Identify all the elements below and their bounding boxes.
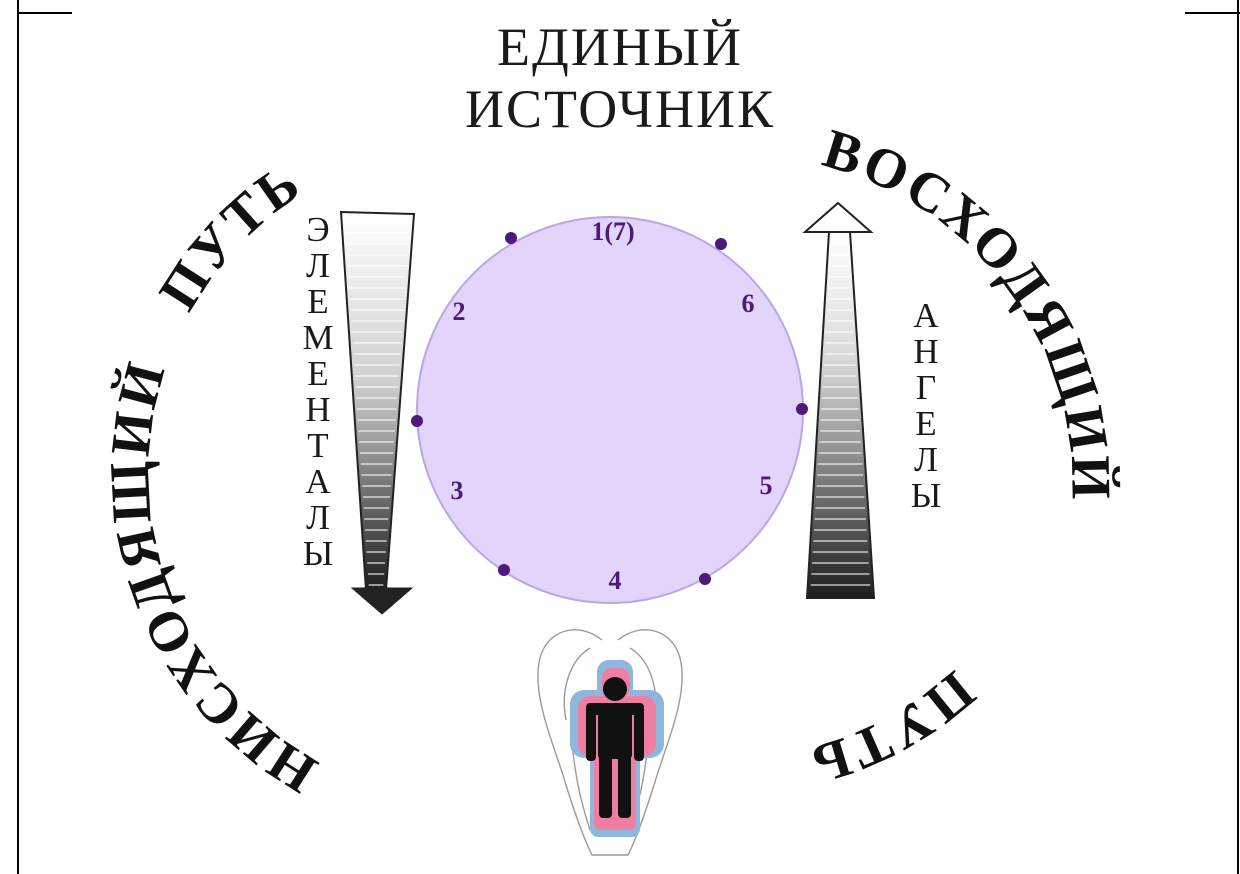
arc-ascending-word2: ПУТЬ <box>802 659 983 796</box>
central-circle <box>416 216 804 604</box>
elementals-letter: М <box>302 318 334 357</box>
up-arrow-gradient <box>802 201 876 599</box>
human-figure-icon <box>570 660 664 837</box>
circle-dot <box>796 403 808 415</box>
circle-dot <box>498 564 510 576</box>
circle-dot <box>699 573 711 585</box>
elementals-letter: Л <box>306 246 330 285</box>
elementals-letter: А <box>305 462 331 501</box>
title-line-2: ИСТОЧНИК <box>464 79 776 139</box>
elementals-letter: Е <box>307 282 329 321</box>
circle-number-1: 1(7) <box>591 217 634 246</box>
circle-number-2: 2 <box>453 297 466 326</box>
elementals-letter: Ы <box>302 534 334 573</box>
elementals-letter: Э <box>306 210 330 249</box>
circle-number-3: 3 <box>451 476 464 505</box>
elementals-letter: Е <box>307 354 329 393</box>
angels-letter: Л <box>914 440 938 479</box>
circle-number-5: 5 <box>760 471 773 500</box>
elementals-letter: Т <box>307 426 329 465</box>
angels-letter: Г <box>915 368 937 407</box>
title-line-1: ЕДИНЫЙ <box>497 17 743 77</box>
angels-letter: Ы <box>910 476 942 515</box>
circle-dots <box>411 232 808 585</box>
angels-letter: А <box>913 296 939 335</box>
circle-dot <box>505 232 517 244</box>
arc-ascending-word2-label: ПУТЬ <box>802 659 986 796</box>
circle-number-4: 4 <box>609 566 622 595</box>
elementals-letter: Н <box>305 390 331 429</box>
circle-dot <box>411 415 423 427</box>
circle-dot <box>715 238 727 250</box>
angels-letter: Е <box>915 404 937 443</box>
down-arrow-gradient <box>339 210 416 615</box>
angels-letter: Н <box>913 332 939 371</box>
elementals-letter: Л <box>306 498 330 537</box>
circle-number-6: 6 <box>742 289 755 318</box>
